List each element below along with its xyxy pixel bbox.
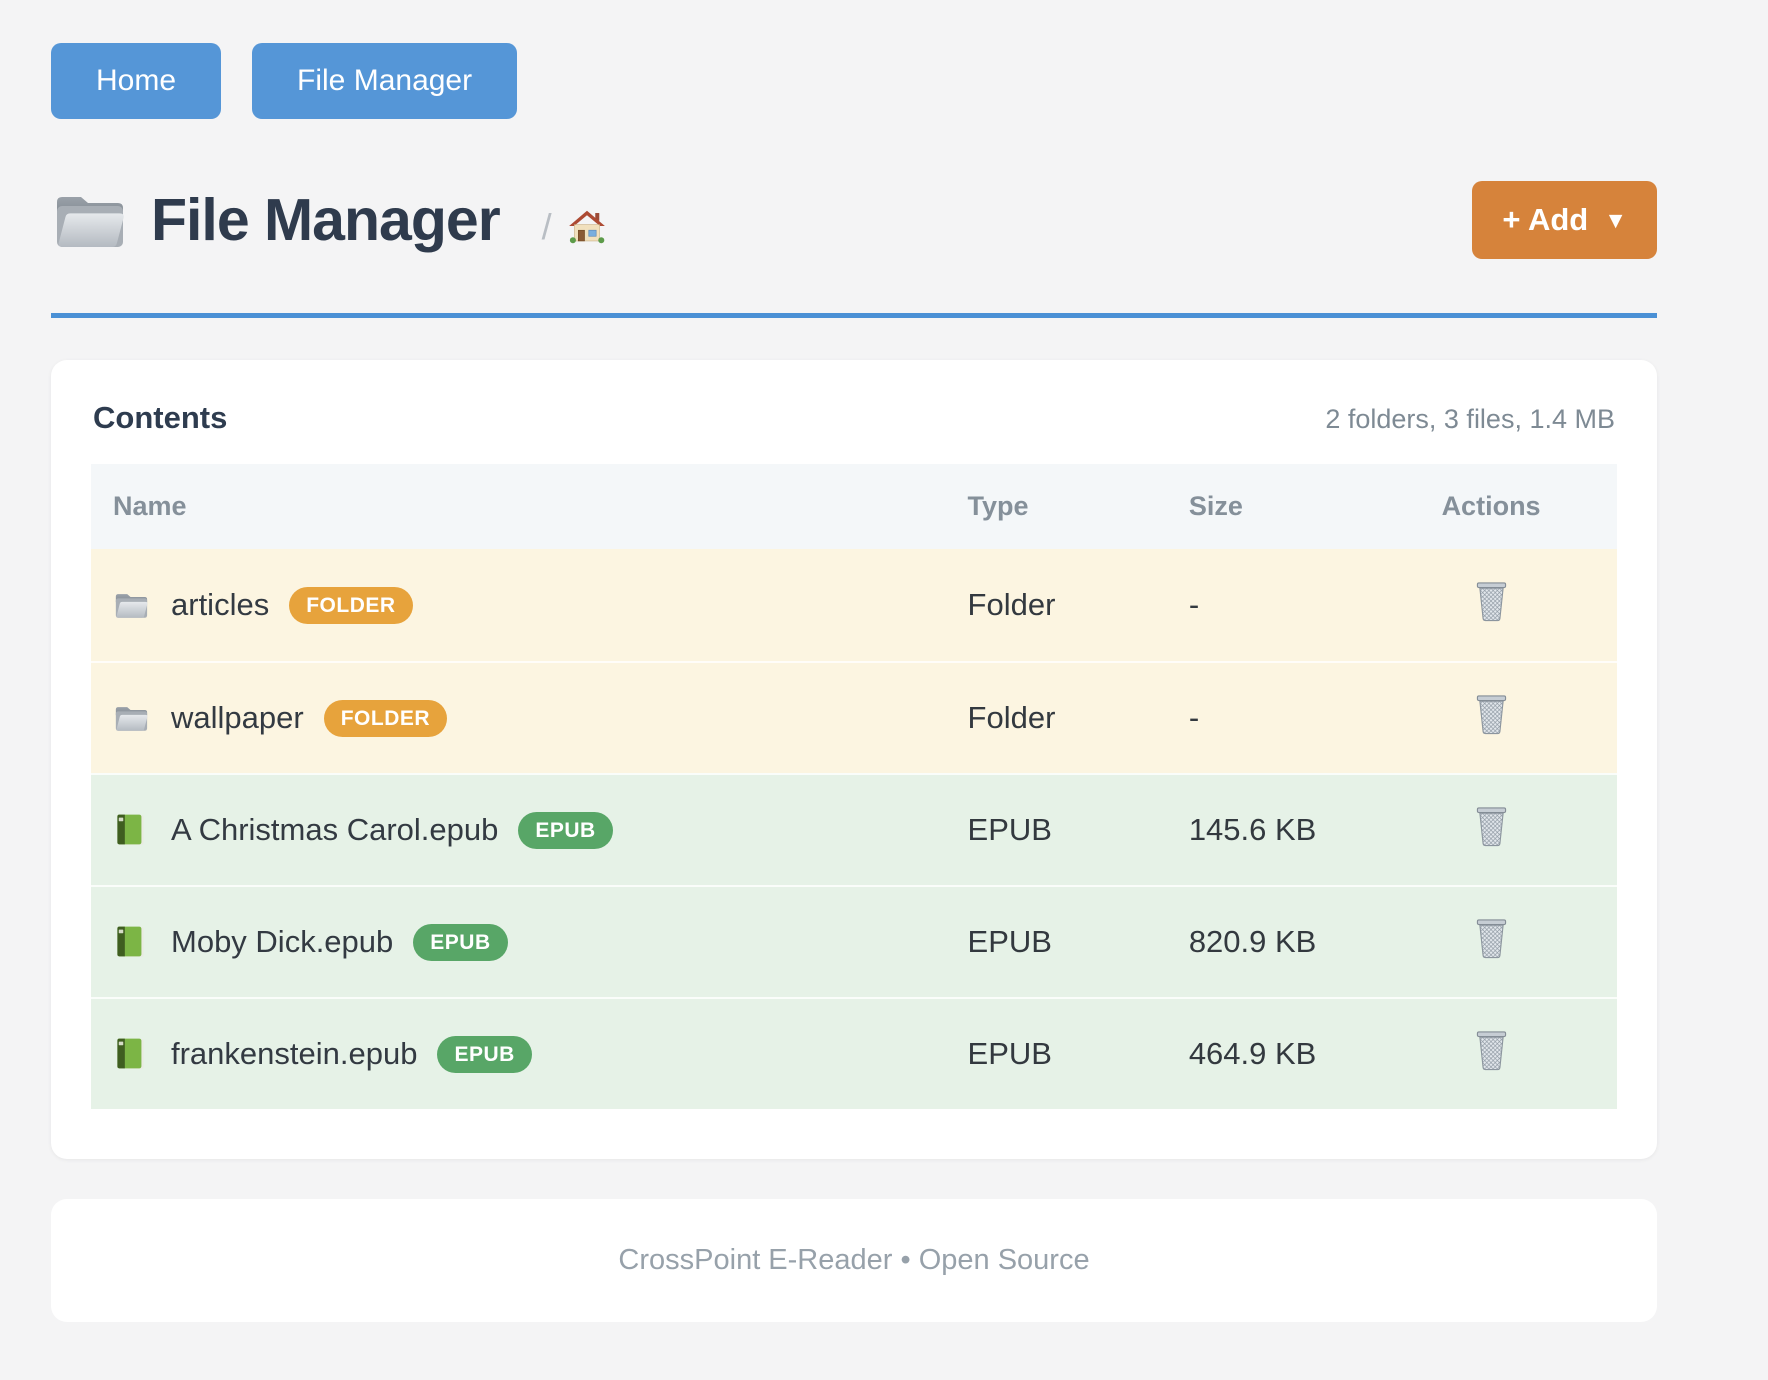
file-actions-cell <box>1365 917 1617 967</box>
trash-icon <box>1476 582 1506 622</box>
contents-card: Contents 2 folders, 3 files, 1.4 MB Name… <box>51 360 1657 1159</box>
folder-icon <box>113 588 149 622</box>
page-container: Home File Manager File Manager / <box>51 0 1657 1322</box>
delete-button[interactable] <box>1474 1029 1509 1074</box>
file-name-cell: Moby Dick.epub EPUB <box>91 923 946 961</box>
file-name-link[interactable]: Moby Dick.epub <box>171 924 394 959</box>
file-actions-cell <box>1365 693 1617 743</box>
trash-icon <box>1476 919 1506 959</box>
trash-icon <box>1476 695 1506 735</box>
file-name-cell: wallpaper FOLDER <box>91 699 946 737</box>
file-type-badge: EPUB <box>518 811 613 849</box>
file-name-cell: frankenstein.epub EPUB <box>91 1035 946 1073</box>
table-row[interactable]: frankenstein.epub EPUB EPUB 464.9 KB <box>91 997 1617 1109</box>
footer-card: CrossPoint E-Reader • Open Source <box>51 1199 1657 1322</box>
home-icon[interactable] <box>568 209 606 245</box>
file-size-cell: 464.9 KB <box>1188 1036 1317 1071</box>
contents-heading: Contents <box>93 400 228 435</box>
table-row[interactable]: A Christmas Carol.epub EPUB EPUB 145.6 K… <box>91 773 1617 885</box>
file-name-cell: articles FOLDER <box>91 586 946 624</box>
contents-summary: 2 folders, 3 files, 1.4 MB <box>1325 404 1615 434</box>
caret-down-icon: ▼ <box>1604 206 1627 233</box>
file-name-link[interactable]: wallpaper <box>171 700 304 735</box>
header-divider <box>51 313 1657 318</box>
book-icon <box>113 925 149 959</box>
delete-button[interactable] <box>1474 693 1509 738</box>
page-title: File Manager <box>151 187 501 253</box>
file-name-link[interactable]: A Christmas Carol.epub <box>171 812 499 847</box>
file-manager-button[interactable]: File Manager <box>252 43 518 119</box>
file-actions-cell <box>1365 580 1617 630</box>
contents-card-header: Contents 2 folders, 3 files, 1.4 MB <box>91 388 1617 464</box>
top-nav: Home File Manager <box>51 43 1657 119</box>
file-type-cell: EPUB <box>967 924 1052 959</box>
file-name-link[interactable]: articles <box>171 587 270 622</box>
file-actions-cell <box>1365 1029 1617 1079</box>
book-icon <box>113 813 149 847</box>
home-button[interactable]: Home <box>51 43 222 119</box>
delete-button[interactable] <box>1474 580 1509 625</box>
file-size-cell: - <box>1188 700 1200 735</box>
folder-icon <box>51 188 127 252</box>
file-size-cell: 820.9 KB <box>1188 924 1317 959</box>
file-name-cell: A Christmas Carol.epub EPUB <box>91 811 946 849</box>
column-header-size: Size <box>1188 491 1243 521</box>
trash-icon <box>1476 1031 1506 1071</box>
column-header-actions: Actions <box>1441 491 1541 521</box>
file-type-badge: FOLDER <box>323 699 448 737</box>
column-header-name: Name <box>113 491 187 521</box>
column-header-type: Type <box>967 491 1029 521</box>
table-row[interactable]: wallpaper FOLDER Folder - <box>91 661 1617 773</box>
table-header-row: Name Type Size Actions <box>91 464 1617 549</box>
table-body: articles FOLDER Folder - <box>91 549 1617 1109</box>
breadcrumb-separator: / <box>541 206 552 247</box>
footer-text: CrossPoint E-Reader • Open Source <box>618 1244 1090 1276</box>
file-type-badge: FOLDER <box>289 586 413 624</box>
trash-icon <box>1476 807 1506 847</box>
file-type-cell: EPUB <box>967 812 1052 847</box>
file-type-badge: EPUB <box>437 1035 532 1073</box>
file-size-cell: 145.6 KB <box>1188 812 1317 847</box>
file-type-cell: Folder <box>967 700 1056 735</box>
file-type-cell: Folder <box>967 587 1056 622</box>
file-size-cell: - <box>1188 587 1200 622</box>
book-icon <box>113 1037 149 1071</box>
file-type-badge: EPUB <box>413 923 508 961</box>
file-type-cell: EPUB <box>967 1036 1052 1071</box>
table-row[interactable]: Moby Dick.epub EPUB EPUB 820.9 KB <box>91 885 1617 997</box>
add-button[interactable]: + Add ▼ <box>1472 181 1657 259</box>
delete-button[interactable] <box>1474 805 1509 850</box>
add-button-label: + Add <box>1502 202 1589 237</box>
table-row[interactable]: articles FOLDER Folder - <box>91 549 1617 661</box>
delete-button[interactable] <box>1474 917 1509 962</box>
page-header: File Manager / + Add ▼ <box>51 181 1657 259</box>
folder-icon <box>113 701 149 735</box>
breadcrumb: / <box>542 206 606 248</box>
file-actions-cell <box>1365 805 1617 855</box>
file-table: Name Type Size Actions <box>91 464 1617 1109</box>
file-name-link[interactable]: frankenstein.epub <box>171 1036 418 1071</box>
